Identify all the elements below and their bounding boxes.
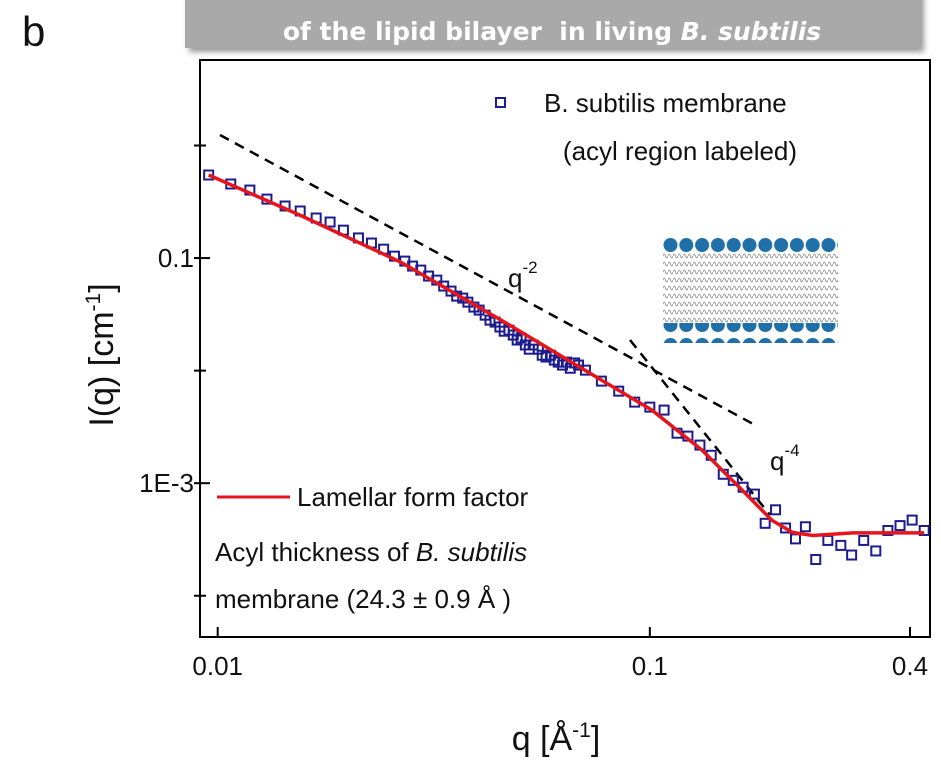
data-point	[748, 488, 760, 500]
data-point	[870, 545, 882, 557]
chart-title: of the lipid bilayer in living B. subtil…	[283, 17, 821, 46]
legend-label: Lamellar form factor	[297, 482, 529, 512]
annotation: membrane (24.3 ± 0.9 Å )	[215, 584, 511, 614]
legend-marker	[495, 97, 506, 108]
data-point	[846, 549, 858, 561]
data-point	[894, 520, 906, 532]
legend-note: (acyl region labeled)	[563, 136, 797, 166]
x-tick-label: 0.4	[892, 651, 928, 681]
title-text: of the lipid bilayer in living	[283, 17, 672, 46]
slope-label: q-2	[508, 258, 538, 293]
x-tick-label: 0.01	[192, 651, 243, 681]
data-point	[324, 216, 336, 228]
data-point	[918, 524, 930, 536]
x-tick-label: 0.1	[632, 651, 668, 681]
panel-label: b	[22, 8, 45, 55]
data-point	[799, 521, 811, 533]
data-point	[906, 514, 918, 526]
data-point	[579, 364, 591, 376]
data-point	[858, 534, 870, 546]
slope-guide	[629, 339, 771, 516]
membrane-icon	[663, 235, 838, 343]
annotation: Acyl thickness of B. subtilis	[215, 537, 527, 567]
plot-frame	[199, 59, 931, 638]
data-point	[810, 553, 822, 565]
slope-label: q-4	[770, 441, 800, 476]
data-point	[835, 539, 847, 551]
title-italic: B. subtilis	[681, 17, 821, 46]
y-tick-label: 0.1	[158, 243, 194, 273]
data-point	[770, 504, 782, 516]
y-tick-label: 1E-3	[139, 468, 194, 498]
fit-line	[207, 173, 925, 538]
x-axis-label: q [Å-1]	[512, 719, 601, 758]
data-point	[203, 169, 215, 181]
data-point	[727, 474, 739, 486]
data-point	[882, 524, 894, 536]
data-point	[789, 533, 801, 545]
y-axis-label: I(q) [cm-1]	[82, 283, 121, 426]
title-box	[185, 0, 920, 48]
data-point	[822, 534, 834, 546]
data-point	[759, 517, 771, 529]
data-point	[780, 522, 792, 534]
data-point	[658, 404, 670, 416]
legend-label: B. subtilis membrane	[544, 88, 787, 118]
